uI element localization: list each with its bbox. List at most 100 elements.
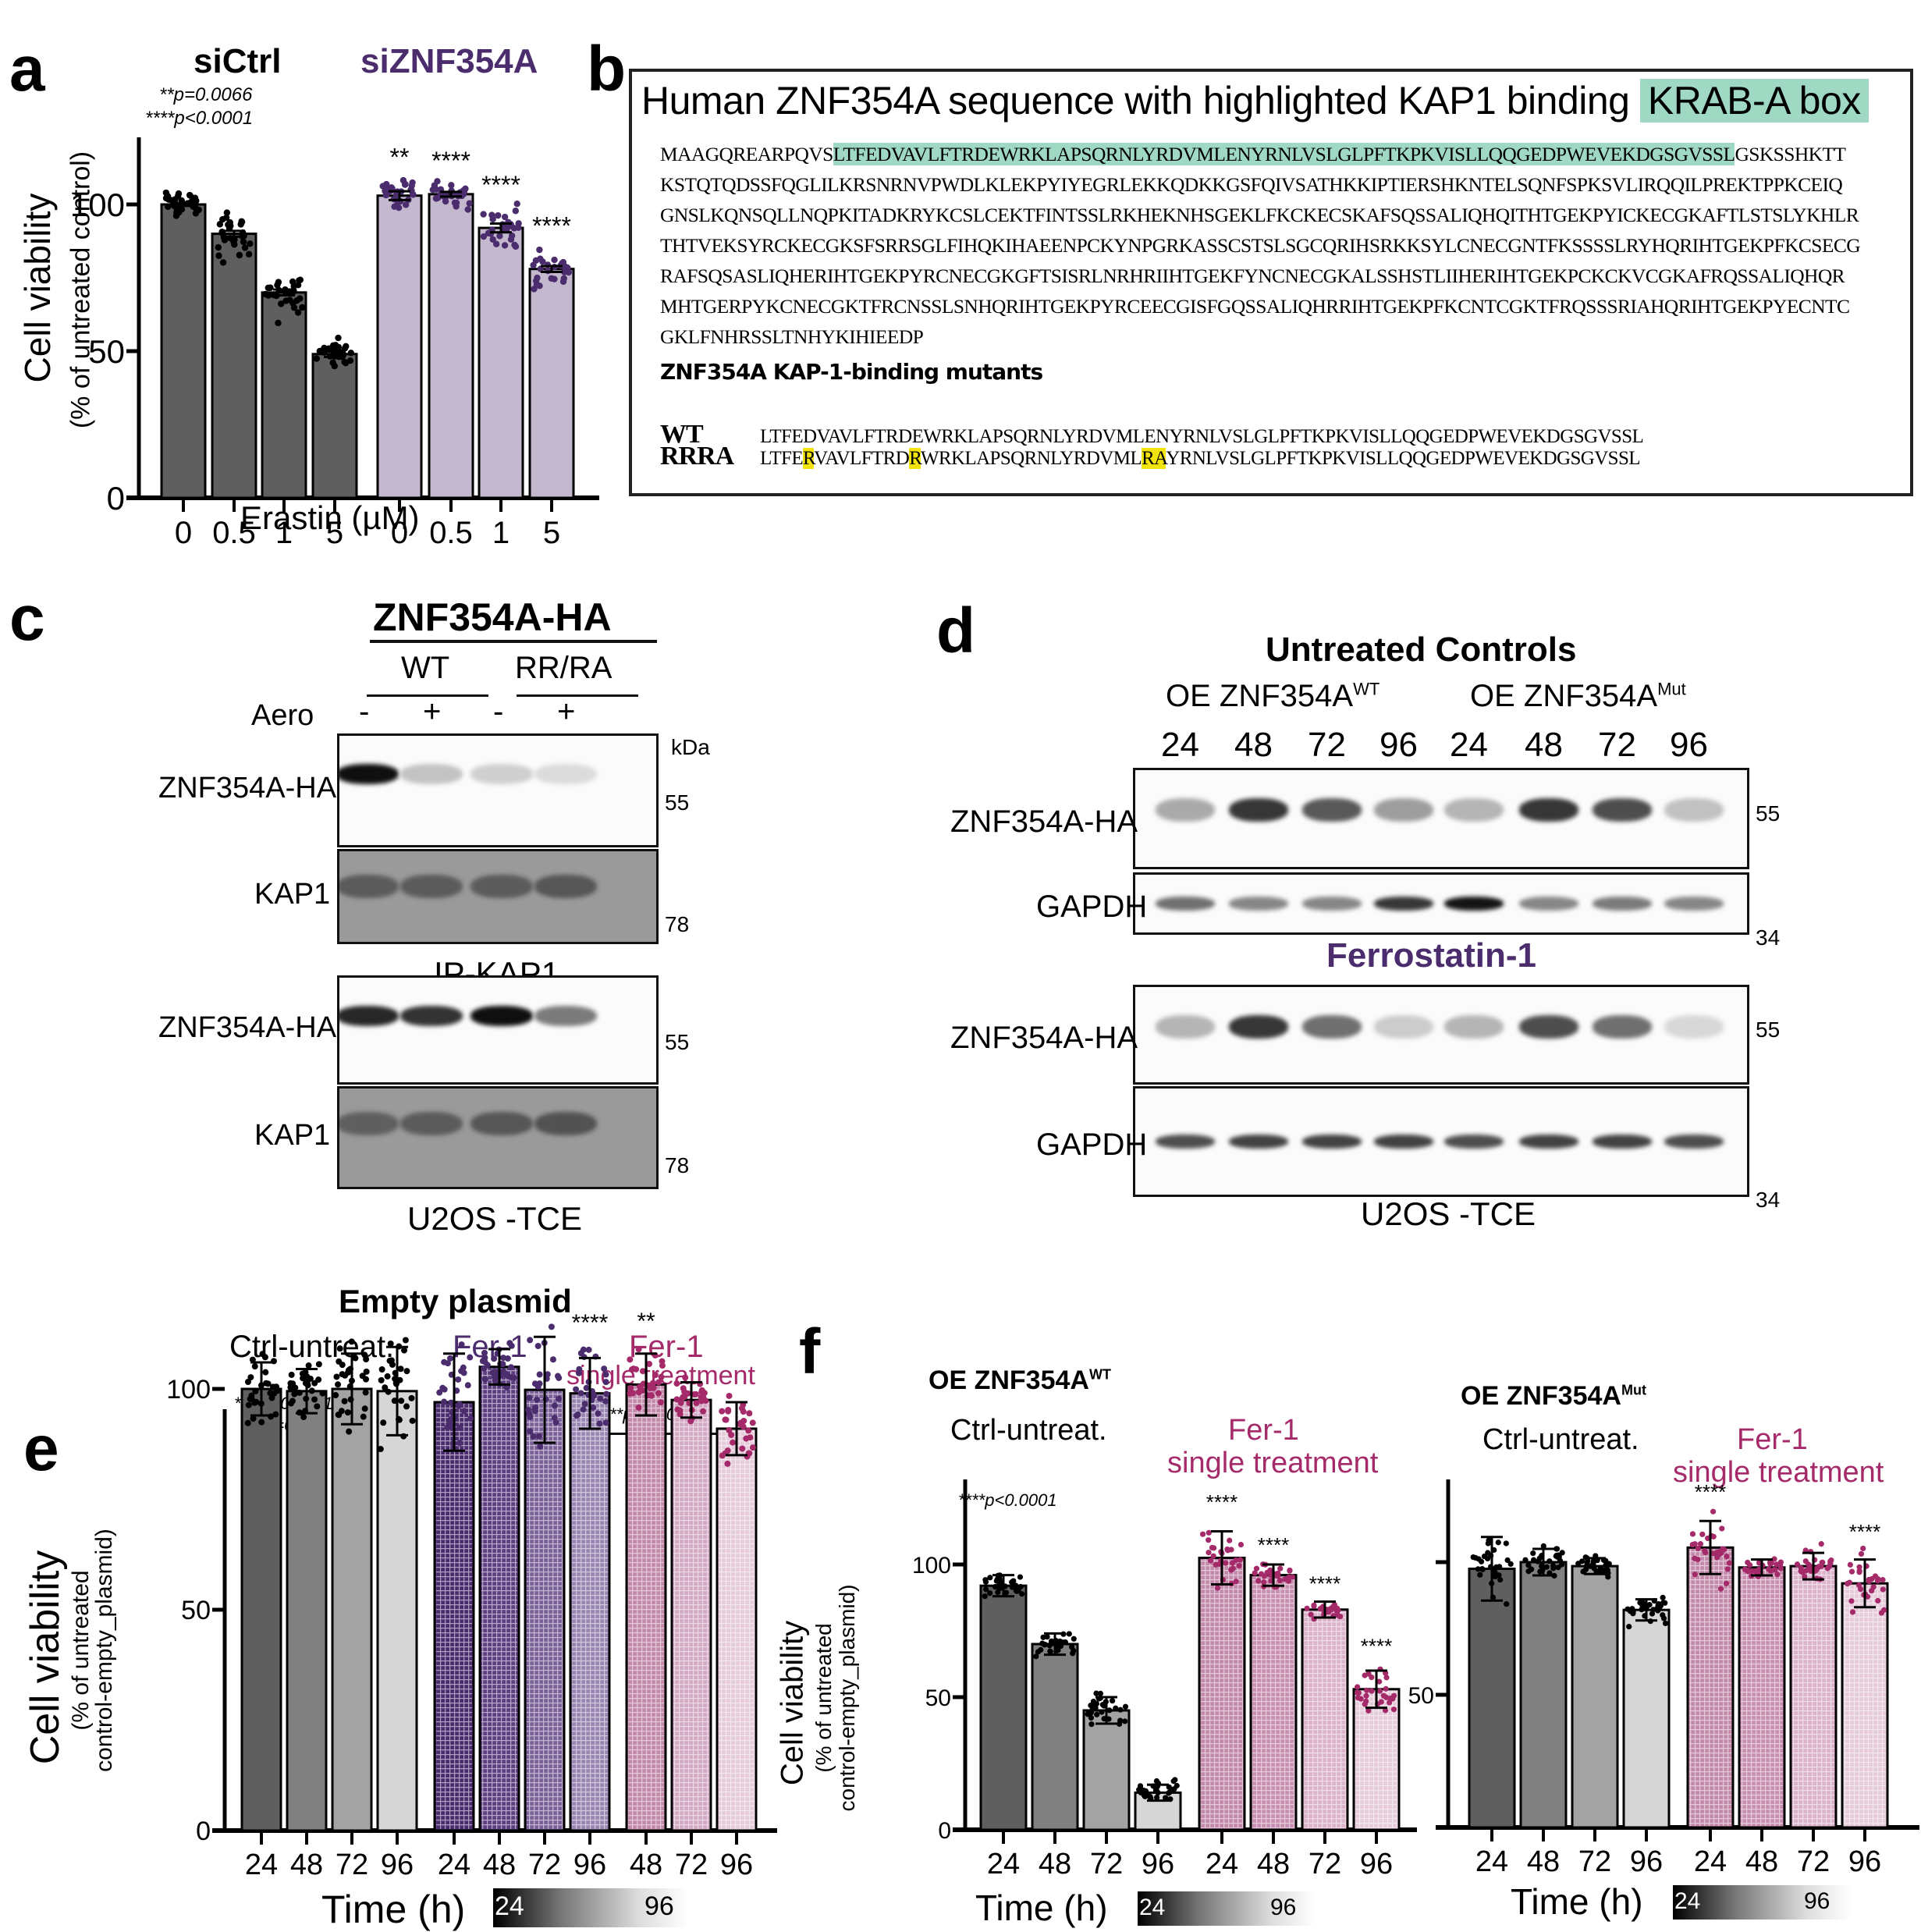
data-point — [1334, 1612, 1341, 1618]
protein-band — [470, 875, 533, 898]
data-point — [1093, 1690, 1099, 1696]
bar-pattern — [1304, 1611, 1346, 1828]
bar — [160, 203, 207, 499]
data-point — [627, 1384, 634, 1391]
data-point — [677, 1399, 684, 1406]
data-point — [408, 1394, 415, 1401]
data-point — [1525, 1562, 1532, 1568]
sequence-line: GNSLKQNSQLLNQPKITADKRYKCSLCEKTFINTSSLRKH… — [660, 200, 1860, 230]
data-point — [1261, 1579, 1267, 1586]
data-point — [261, 1354, 268, 1361]
data-point — [1308, 1611, 1314, 1618]
data-point — [500, 1368, 507, 1375]
bar — [979, 1584, 1028, 1831]
data-point — [446, 1418, 453, 1425]
data-point — [573, 1386, 580, 1393]
data-point — [244, 1378, 251, 1385]
blot-row-label: GAPDH — [1036, 890, 1148, 924]
data-point — [226, 218, 233, 226]
data-point — [554, 1373, 561, 1380]
protein-band — [1593, 798, 1652, 822]
data-point — [466, 200, 473, 207]
data-point — [247, 1374, 254, 1381]
data-point — [387, 1341, 394, 1348]
panel-c-wt-underline — [367, 694, 488, 697]
data-point — [288, 1371, 295, 1378]
sequence-title-text: Human ZNF354A sequence with highlighted … — [641, 79, 1640, 123]
data-point — [1798, 1565, 1804, 1572]
mutation-highlight: RA — [1142, 448, 1166, 469]
data-point — [378, 1366, 385, 1373]
data-point — [392, 190, 400, 198]
data-point — [236, 251, 243, 259]
data-point — [556, 1395, 563, 1402]
data-point — [590, 1404, 597, 1411]
data-point — [250, 1415, 257, 1422]
panel-f-right-title-sup: Mut — [1621, 1382, 1646, 1398]
data-point — [749, 1444, 756, 1451]
data-point — [1692, 1541, 1698, 1547]
kda-marker: 78 — [665, 1153, 690, 1177]
sequence-line: MAAGQREARPQVSLTFEDVAVLFTRDEWRKLAPSQRNLYR… — [660, 139, 1860, 169]
data-point — [1252, 1570, 1258, 1576]
bar-pattern — [527, 1391, 563, 1829]
data-point — [400, 1347, 407, 1354]
data-point — [527, 1337, 534, 1344]
data-point — [1724, 1566, 1731, 1572]
significance-label: **** — [1309, 1572, 1340, 1595]
data-point — [1848, 1568, 1855, 1575]
data-point — [385, 1388, 392, 1395]
data-point — [1692, 1572, 1698, 1578]
data-point — [223, 209, 231, 216]
data-point — [1253, 1565, 1260, 1572]
data-point — [382, 187, 389, 194]
data-point — [698, 1398, 705, 1405]
panel-f-right-group-fer1-sub: single treatment — [1673, 1456, 1884, 1489]
panel-c-treatment-label: Aero — [251, 699, 314, 732]
x-tick-label: 24 — [987, 1848, 1020, 1881]
data-point — [1122, 1718, 1128, 1724]
protein-band — [470, 764, 533, 784]
bar — [211, 233, 257, 499]
significance-label: **** — [532, 212, 571, 240]
data-point — [1497, 1564, 1503, 1570]
protein-band — [1593, 1135, 1652, 1149]
data-point — [1066, 1631, 1072, 1637]
y-tick-label: 50 — [88, 333, 125, 370]
sequence-segment: RAFSQSASLIQHERIHTGEKPYRCNECGKGFTSISRLNRH… — [660, 265, 1845, 287]
data-point — [467, 1415, 474, 1422]
data-point — [1756, 1560, 1763, 1566]
significance-label: ** — [390, 144, 410, 172]
data-point — [1477, 1572, 1483, 1578]
western-blot-kap1 — [337, 1086, 659, 1189]
panel-e-gradient-end: 96 — [644, 1891, 674, 1921]
data-point — [1214, 1585, 1221, 1591]
data-point — [1660, 1612, 1666, 1618]
protein-band — [1302, 1135, 1362, 1149]
mutant-sequence: LTFERVAVLFTRDRWRKLAPSQRNLYRDVMLRAYRNLVSL… — [760, 448, 1641, 469]
data-point — [1719, 1525, 1725, 1532]
data-point — [1475, 1566, 1481, 1572]
panel-f-right-group-ctrl: Ctrl-untreat. — [1482, 1423, 1639, 1456]
data-point — [512, 243, 520, 250]
data-point — [531, 286, 538, 293]
data-point — [1264, 1569, 1270, 1576]
data-point — [1085, 1711, 1091, 1717]
data-point — [1875, 1597, 1881, 1604]
data-point — [1287, 1567, 1293, 1574]
mutant-row: WT LTFEDVAVLFTRDEWRKLAPSQRNLYRDVMLENYRNLV… — [660, 420, 1644, 449]
data-point — [1170, 1786, 1176, 1792]
data-point — [311, 1380, 318, 1387]
kda-marker: 55 — [1756, 1017, 1781, 1042]
data-point — [1362, 1701, 1368, 1707]
data-point — [585, 1346, 592, 1353]
krab-a-highlight: LTFEDVAVLFTRDEWRKLAPSQRNLYRDVMLENYRNLVSL… — [833, 143, 1735, 165]
data-point — [434, 178, 441, 185]
data-point — [506, 1340, 513, 1347]
data-point — [536, 246, 543, 254]
panel-f-left-xlabel: Time (h) — [975, 1888, 1108, 1928]
y-tick-label: 50 — [1408, 1683, 1434, 1709]
data-point — [363, 1368, 370, 1375]
panel-f-left-group-fer1-sub: single treatment — [1167, 1447, 1379, 1479]
bar — [428, 193, 474, 499]
